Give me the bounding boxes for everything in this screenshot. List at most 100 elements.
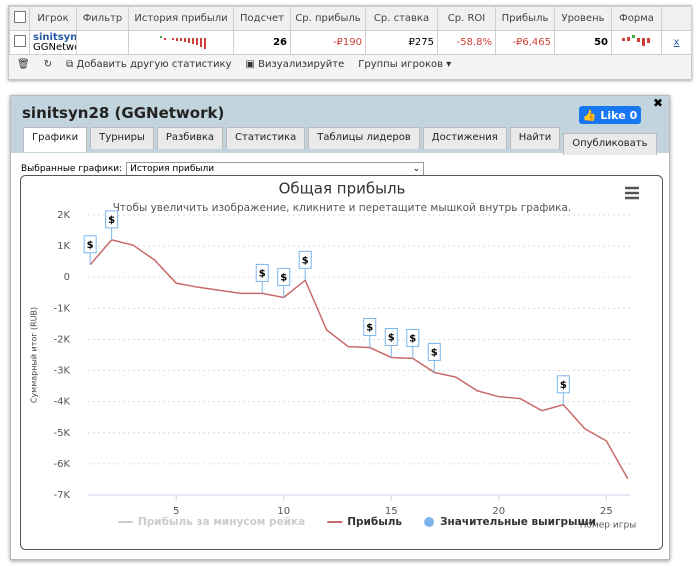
checkbox[interactable] bbox=[13, 11, 26, 23]
x-tick-label: 20 bbox=[492, 506, 505, 517]
line-series bbox=[89, 239, 629, 480]
count: 26 bbox=[233, 30, 291, 55]
chart-subtitle: Чтобы увеличить изображение, кликните и … bbox=[113, 202, 572, 214]
flag bbox=[105, 210, 119, 229]
tabs: Графики Турниры Разбивка Статистика Таблицы … bbox=[23, 127, 657, 155]
flag bbox=[83, 235, 97, 254]
tab[interactable]: Опубликовать bbox=[563, 133, 657, 155]
legend-label[interactable]: Прибыль bbox=[347, 516, 402, 528]
flag bbox=[556, 375, 570, 394]
tab[interactable]: Разбивка bbox=[156, 127, 224, 149]
column-header: Уровень bbox=[554, 6, 612, 31]
column-header: Фильтр bbox=[76, 6, 129, 31]
visualize-label: Визуализируйте bbox=[258, 59, 345, 70]
close-button[interactable]: ✖ bbox=[653, 96, 664, 110]
flag-label: $ bbox=[409, 333, 416, 344]
y-tick-label: -6K bbox=[53, 459, 70, 470]
toolbar: 🗑 ↻ ⧉ Добавить другую статистику ▣ Визуал… bbox=[17, 59, 451, 70]
column-header-blank bbox=[661, 6, 692, 31]
site: GGNetwork bbox=[33, 41, 76, 53]
x-axis-title: Номер игры bbox=[580, 521, 637, 531]
legend-label[interactable]: Прибыль за минусом рейка bbox=[138, 516, 305, 528]
visualize[interactable]: ▣ Визуализируйте bbox=[245, 59, 345, 70]
flag-label: $ bbox=[431, 347, 438, 358]
menu-icon[interactable] bbox=[625, 186, 639, 200]
select-label: Выбранные графики: bbox=[21, 164, 123, 174]
flag bbox=[298, 250, 312, 269]
flag-label: $ bbox=[108, 215, 115, 226]
y-tick-label: -2K bbox=[53, 334, 70, 345]
flag bbox=[384, 327, 398, 346]
y-tick-label: -3K bbox=[53, 366, 70, 377]
column-header: История прибыли bbox=[128, 6, 234, 31]
y-tick-label: 1K bbox=[57, 241, 70, 252]
y-tick-label: 2K bbox=[57, 210, 70, 221]
like-button[interactable]: 👍 Like 0 bbox=[579, 106, 641, 124]
select-box[interactable]: История прибыли ⌄ bbox=[126, 162, 425, 176]
x-tick-label: 5 bbox=[173, 506, 179, 517]
player[interactable]: sinitsyn28 bbox=[33, 31, 76, 43]
data-row: sinitsyn28GGNetwork 26 -₽190 ₽275 -58.8%… bbox=[9, 30, 692, 55]
column-header: Прибыль bbox=[495, 6, 555, 31]
chart-frame bbox=[20, 175, 663, 550]
checkbox[interactable] bbox=[13, 35, 26, 47]
chart: Общая прибыль Чтобы увеличить изображени… bbox=[20, 175, 663, 550]
refresh-icon[interactable]: ↻ bbox=[43, 59, 53, 70]
flag bbox=[406, 328, 420, 347]
chart-title: Общая прибыль bbox=[279, 180, 406, 198]
sparkline bbox=[160, 36, 206, 49]
column-header: Игрок bbox=[29, 6, 77, 31]
column-header: Форма bbox=[611, 6, 662, 31]
form-chart bbox=[622, 35, 650, 46]
y-axis-title: Суммарный итог (RUB) bbox=[30, 307, 39, 403]
tab[interactable]: Найти bbox=[509, 127, 561, 149]
remove[interactable]: x bbox=[661, 30, 692, 55]
y-tick-label: 0 bbox=[64, 272, 70, 283]
tab[interactable]: Достижения bbox=[422, 127, 507, 149]
header-row: Игрок Фильтр История прибыли Подсчет Ср. при… bbox=[9, 6, 692, 31]
column-header: Ср. прибыль bbox=[290, 6, 366, 31]
tab[interactable]: Графики bbox=[23, 127, 88, 152]
tab[interactable]: Статистика bbox=[226, 127, 306, 149]
flag-label: $ bbox=[302, 255, 309, 266]
y-tick-label: -1K bbox=[53, 303, 70, 314]
like-count: 0 bbox=[629, 108, 638, 122]
flag bbox=[363, 318, 377, 337]
flag bbox=[255, 263, 269, 282]
flag bbox=[427, 342, 441, 361]
legend-symbol bbox=[424, 517, 435, 527]
level: 50 bbox=[554, 30, 612, 55]
y-tick-label: -7K bbox=[53, 490, 70, 501]
x-tick-label: 25 bbox=[600, 506, 613, 517]
x-tick-label: 10 bbox=[277, 506, 290, 517]
stats-table: Игрок Фильтр История прибыли Подсчет Ср. при… bbox=[9, 6, 692, 55]
tab[interactable]: Турниры bbox=[90, 127, 154, 149]
panel-title: sinitsyn28 (GGNetwork) bbox=[22, 104, 225, 122]
avg-profit: -₽190 bbox=[290, 30, 366, 55]
y-tick-label: -5K bbox=[53, 428, 70, 439]
flag-label: $ bbox=[280, 272, 287, 283]
y-tick-label: -4K bbox=[53, 397, 70, 408]
column-header: Ср. ставка bbox=[365, 6, 438, 31]
column-header: Подсчет bbox=[233, 6, 291, 31]
delete-icon[interactable]: 🗑 bbox=[17, 59, 30, 70]
select-value: История прибыли bbox=[130, 164, 215, 174]
groups[interactable]: Группы игроков ▾ bbox=[358, 59, 452, 70]
add-stat[interactable]: ⧉ Добавить другую статистику bbox=[66, 59, 232, 70]
avg-roi: -58.8% bbox=[437, 30, 496, 55]
flag-label: $ bbox=[560, 380, 567, 391]
avg-stake: ₽275 bbox=[365, 30, 438, 55]
like-label: Like bbox=[600, 108, 626, 122]
flag-label: $ bbox=[259, 268, 266, 279]
groups-label: Группы игроков bbox=[358, 59, 444, 70]
profit: -₽6,465 bbox=[495, 30, 555, 55]
chart-select: Выбранные графики: История прибыли ⌄ bbox=[21, 162, 425, 176]
flag-label: $ bbox=[388, 332, 395, 343]
flag-label: $ bbox=[366, 323, 373, 334]
flag-label: $ bbox=[87, 240, 94, 251]
x-tick-label: 15 bbox=[385, 506, 398, 517]
legend-label[interactable]: Значительные выигрыши bbox=[440, 516, 596, 528]
stats-box: Игрок Фильтр История прибыли Подсчет Ср. при… bbox=[8, 5, 692, 80]
tab[interactable]: Таблицы лидеров bbox=[308, 127, 420, 149]
